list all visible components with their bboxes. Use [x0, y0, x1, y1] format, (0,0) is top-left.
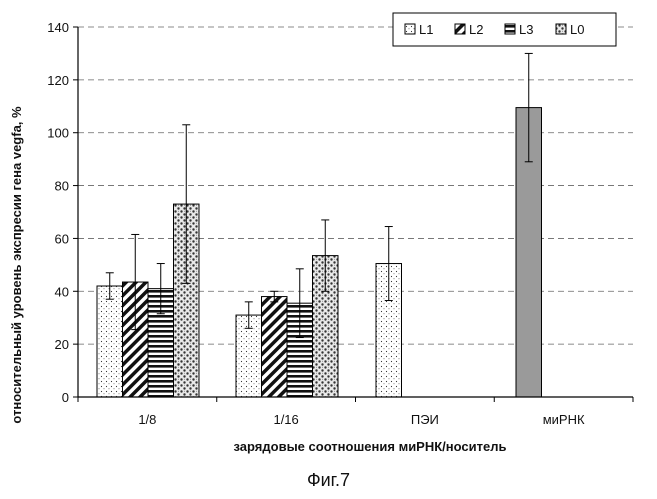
- legend-swatch: [505, 24, 515, 34]
- y-tick-label: 80: [55, 179, 69, 194]
- legend-label: L0: [570, 22, 584, 37]
- legend-label: L2: [469, 22, 483, 37]
- legend-label: L3: [519, 22, 533, 37]
- x-axis-title: зарядовые соотношения миРНК/носитель: [234, 439, 507, 454]
- bars: [97, 108, 542, 397]
- y-tick-label: 100: [47, 126, 69, 141]
- legend: L1 L2 L3 L0: [393, 13, 616, 46]
- y-tick-label: 40: [55, 284, 69, 299]
- bar: [97, 286, 123, 397]
- y-axis-title: относительный уровень экспресии гена veg…: [9, 106, 24, 424]
- figure-caption: Фиг.7: [0, 470, 657, 491]
- y-axis-title-text: относительный уровень экспресии гена veg…: [9, 106, 24, 424]
- legend-swatch: [405, 24, 415, 34]
- legend-swatch: [455, 24, 465, 34]
- y-tick-label: 120: [47, 73, 69, 88]
- y-tick-label: 0: [62, 390, 69, 405]
- y-axis: 0 20 40 60 80 100 120 140: [47, 20, 78, 405]
- x-tick-label: миРНК: [543, 412, 585, 427]
- legend-label: L1: [419, 22, 433, 37]
- x-tick-label: ПЭИ: [411, 412, 439, 427]
- x-axis: 1/8 1/16 ПЭИ миРНК: [78, 397, 633, 427]
- bar: [262, 297, 288, 397]
- x-tick-label: 1/16: [273, 412, 298, 427]
- y-tick-label: 20: [55, 337, 69, 352]
- legend-swatch: [556, 24, 566, 34]
- y-tick-label: 140: [47, 20, 69, 35]
- x-tick-label: 1/8: [138, 412, 156, 427]
- y-tick-label: 60: [55, 231, 69, 246]
